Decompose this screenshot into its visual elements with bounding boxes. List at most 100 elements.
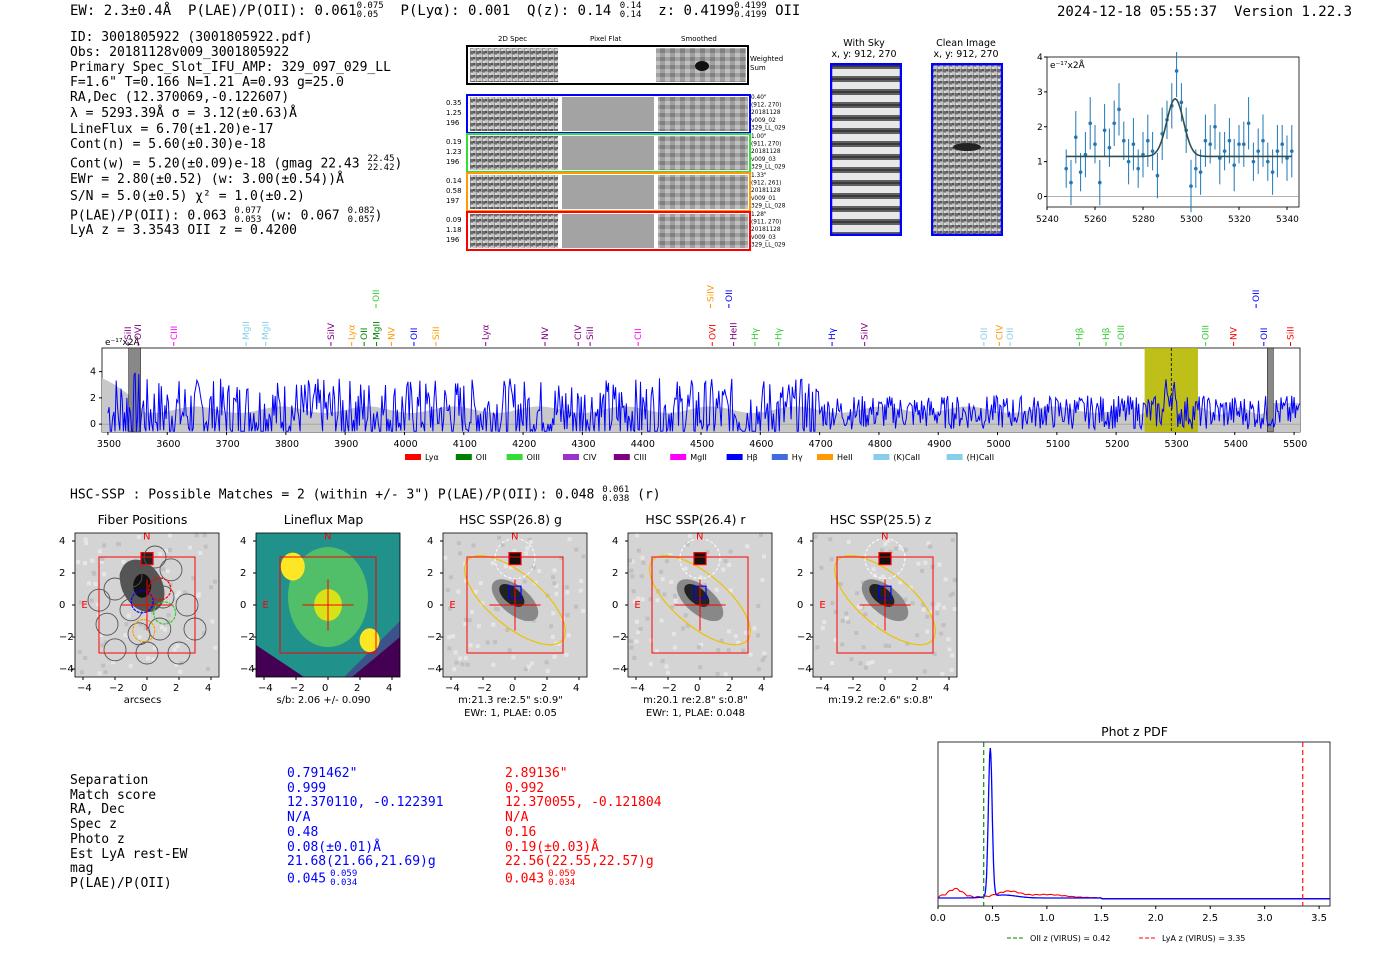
image-noise — [494, 606, 499, 611]
panel-title: Lineflux Map — [283, 512, 364, 527]
image-noise — [485, 640, 490, 645]
image-noise — [76, 560, 81, 565]
spectral-line-label: Hγ — [751, 327, 761, 340]
image-noise — [935, 605, 940, 610]
spectrum-xtick-label: 3600 — [156, 439, 180, 450]
zoom-point — [1198, 170, 1203, 174]
photz-axes — [937, 741, 1331, 907]
zoom-point — [1222, 149, 1227, 153]
spectral-line-label: OII — [1252, 290, 1262, 302]
cutout-2d-spec — [470, 97, 558, 131]
image-noise — [565, 613, 570, 618]
image-noise — [174, 662, 179, 667]
image-noise — [866, 661, 871, 666]
spectral-line-label: MgII — [262, 321, 272, 340]
panel-xtick-label: 0 — [509, 683, 515, 694]
zoom-point — [1251, 159, 1256, 164]
image-noise — [448, 606, 453, 611]
panel-xtick-label: 4 — [386, 683, 392, 694]
image-noise — [932, 651, 937, 656]
panel-xtick-label: −2 — [109, 683, 124, 694]
image-noise — [552, 568, 557, 573]
image-noise — [196, 593, 201, 598]
image-noise — [574, 547, 579, 552]
image-noise — [928, 610, 933, 615]
table-cell: N/A — [287, 810, 311, 826]
clean-image-title: Clean Image x, y: 912, 270 — [933, 38, 999, 60]
image-noise — [716, 648, 721, 653]
fiber-circle — [127, 622, 151, 646]
panel-ytick-label: 4 — [612, 536, 618, 547]
zoom-xtick-label: 5300 — [1180, 215, 1203, 225]
image-noise — [103, 670, 108, 675]
image-noise — [846, 539, 851, 544]
table-cell: 22.56(22.55,22.57)g — [505, 854, 654, 870]
zoom-point — [1064, 166, 1068, 171]
cutout-row: 0.35 1.25 196 0.40" (912, 270)20181128 v009_0… — [446, 94, 786, 134]
image-noise — [761, 554, 766, 559]
panel-title: HSC SSP(25.5) z — [829, 512, 932, 527]
panel-ytick-label: 2 — [240, 568, 246, 579]
image-noise — [529, 661, 534, 666]
cutout-gap — [558, 136, 562, 170]
image-noise — [635, 619, 640, 624]
zoom-point — [1242, 142, 1246, 147]
spectral-line-label: SiII — [1287, 326, 1297, 340]
image-noise — [168, 548, 173, 553]
image-noise — [952, 606, 957, 611]
image-noise — [451, 634, 456, 639]
image-noise — [940, 671, 945, 676]
image-noise — [699, 642, 704, 647]
image-noise — [640, 555, 645, 560]
image-noise — [925, 614, 930, 619]
image-noise — [544, 660, 549, 665]
info-z: LyA z = 3.3543 OII z = 0.4200 — [70, 223, 297, 238]
image-noise — [863, 665, 868, 670]
spectral-line-label: OII — [725, 290, 735, 302]
cutout-row-meta: 329_LL_029 — [751, 242, 786, 248]
image-noise — [581, 554, 586, 559]
image-noise — [921, 602, 926, 607]
image-noise — [664, 664, 669, 669]
image-noise — [86, 581, 91, 586]
north-label: N — [143, 531, 150, 542]
masked-region — [1267, 347, 1274, 433]
image-noise — [762, 654, 767, 659]
spectral-line-label: MgII — [373, 321, 383, 340]
legend-swatch — [946, 454, 963, 460]
image-noise — [551, 611, 556, 616]
image-noise — [100, 643, 105, 648]
image-noise — [721, 567, 726, 572]
zoom-point — [1275, 149, 1280, 153]
clean-image — [931, 63, 1003, 236]
info-primary: Primary Spec_Slot_IFU_AMP: 329_097_029_L… — [70, 60, 391, 75]
zoom-point — [1083, 152, 1088, 157]
panel-xtick-label: 4 — [573, 683, 579, 694]
panel-caption: m:19.2 re:2.6" s:0.8" — [828, 695, 933, 706]
image-noise — [660, 658, 665, 663]
image-noise — [102, 572, 107, 577]
footprint-box — [466, 556, 564, 654]
spectral-line-label: OIII — [1202, 325, 1212, 340]
east-label: E — [449, 600, 455, 611]
image-noise — [464, 617, 469, 622]
image-noise — [952, 578, 957, 583]
cutout-frame — [466, 211, 751, 251]
spectral-line-label: OIII — [1117, 325, 1127, 340]
image-noise — [702, 582, 707, 587]
panel-caption-2: EWr: 1, PLAE: 0.05 — [464, 708, 557, 719]
spectrum-xtick-label: 3900 — [334, 439, 358, 450]
zoom-line-plot: 0 1 2 3 4 5240 5260 5280 5300 5320 5340 e⁻¹⁷x2Å — [1036, 52, 1300, 225]
cutout-row-meta: 329_LL_029 — [751, 164, 786, 170]
image-noise — [525, 546, 530, 551]
image-noise — [178, 669, 183, 674]
match-table-red: 2.89136" 0.992 12.370055, -0.121804 N/A 0.16… — [505, 766, 662, 888]
table-cell: 0.48 — [287, 824, 319, 840]
spectral-line-label: Hβ — [1102, 327, 1112, 340]
image-noise — [935, 611, 940, 616]
image-noise — [756, 633, 761, 638]
plya-value: P(Lyα): 0.001 — [400, 3, 511, 19]
cutout-row-meta: (911, 270) — [751, 142, 781, 148]
panel-xtick-label: 2 — [354, 683, 360, 694]
image-noise — [628, 558, 633, 563]
